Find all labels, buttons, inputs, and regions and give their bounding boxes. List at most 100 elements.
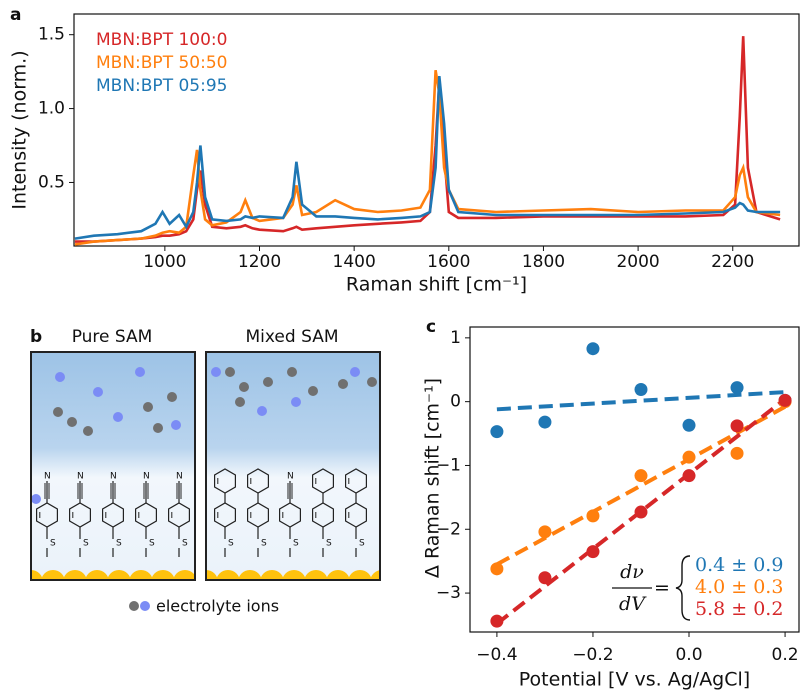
plot-frame	[469, 326, 800, 633]
ion	[53, 407, 63, 417]
gold-atom	[41, 570, 65, 580]
gold-atom	[326, 570, 350, 580]
x-axis-label: Potential [V vs. Ag/AgCl]	[519, 669, 750, 691]
ion	[291, 397, 301, 407]
atom: S	[182, 539, 188, 549]
ion-icon	[129, 601, 139, 611]
y-tick-label: 0.5	[38, 172, 65, 192]
ion	[83, 426, 93, 436]
ion	[113, 412, 123, 422]
data-point	[490, 425, 504, 439]
plot-frame	[73, 13, 800, 247]
legend-entry: MBN:BPT 05:95	[96, 76, 227, 96]
atom: N	[110, 472, 117, 482]
atom: N	[143, 472, 150, 482]
data-point	[778, 393, 792, 407]
slope-label: 5.8 ± 0.2	[695, 598, 783, 620]
mixed-sam: S S S N S S	[206, 367, 380, 580]
ion-icon	[140, 601, 150, 611]
fit-line	[495, 397, 787, 626]
box-frame	[205, 351, 381, 581]
atom: S	[261, 539, 267, 549]
box-title: Mixed SAM	[246, 327, 339, 347]
atom: S	[116, 539, 122, 549]
x-tick-label: 1800	[522, 252, 565, 272]
gold-atom	[63, 570, 87, 580]
data-point	[490, 614, 504, 628]
data-point	[682, 450, 696, 464]
ion	[153, 423, 163, 433]
data-point	[730, 381, 744, 395]
atom: S	[293, 539, 299, 549]
gold-atom	[238, 570, 262, 580]
y-tick-label: 1	[450, 328, 461, 348]
data-point	[634, 505, 648, 519]
gold-atom	[260, 570, 284, 580]
gold-atom	[370, 570, 380, 580]
gold-atom	[107, 570, 131, 580]
spectrum-line	[74, 75, 781, 240]
data-point	[586, 545, 600, 559]
y-axis-label: Δ Raman shift [cm⁻¹]	[422, 378, 444, 578]
y-tick-label: 1.5	[38, 25, 65, 45]
atom: S	[149, 539, 155, 549]
ion	[350, 367, 360, 377]
x-tick-label: 0.0	[675, 645, 702, 665]
atom: S	[326, 539, 332, 549]
slope-label: 4.0 ± 0.3	[695, 576, 783, 598]
atom: N	[287, 472, 294, 482]
atom: S	[228, 539, 234, 549]
annotation: =	[654, 577, 670, 599]
ring	[312, 468, 334, 494]
ion	[171, 420, 181, 430]
gold-atom	[206, 570, 218, 580]
ion	[143, 402, 153, 412]
data-point	[634, 469, 648, 483]
spectrum-line	[74, 36, 781, 243]
legend-text: electrolyte ions	[156, 597, 279, 616]
x-tick-label: −0.4	[476, 645, 517, 665]
ion	[93, 387, 103, 397]
data-point	[586, 342, 600, 356]
atom: N	[44, 472, 51, 482]
ion	[167, 392, 177, 402]
atom: S	[83, 539, 89, 549]
panel-label: c	[426, 317, 436, 337]
ion	[31, 494, 41, 504]
sam-diagram: b Pure SAM Mixed SAM S N S N S N S N S N S S S N S S e…	[30, 327, 381, 616]
panel-label: a	[10, 5, 21, 25]
pure-sam: S N S N S N S N S N	[31, 367, 195, 580]
gold-atom	[216, 570, 240, 580]
y-axis-label: Intensity (norm.)	[9, 50, 31, 209]
ion	[225, 367, 235, 377]
annotation: dV	[619, 593, 647, 615]
x-tick-label: 0.2	[772, 645, 799, 665]
data-point	[538, 571, 552, 585]
atom: N	[77, 472, 84, 482]
ion	[55, 372, 65, 382]
data-point	[682, 469, 696, 483]
ion	[257, 406, 267, 416]
ion	[67, 417, 77, 427]
ion	[308, 386, 318, 396]
gold-atom	[129, 570, 153, 580]
gold-atom	[304, 570, 328, 580]
fit-line	[495, 405, 787, 567]
ion	[338, 379, 348, 389]
solution	[206, 352, 380, 580]
x-tick-label: 1000	[143, 252, 186, 272]
atom: S	[359, 539, 365, 549]
x-tick-label: −0.2	[572, 645, 613, 665]
y-tick-label: −2	[436, 519, 461, 539]
gold-atom	[31, 570, 43, 580]
brace	[675, 555, 691, 621]
data-point	[730, 446, 744, 460]
x-tick-label: 2200	[711, 252, 754, 272]
ring	[247, 468, 269, 494]
slope-label: 0.4 ± 0.9	[695, 554, 783, 576]
atom: S	[50, 539, 56, 549]
gold-atom	[348, 570, 372, 580]
box-frame	[30, 351, 196, 581]
annotation: dν	[620, 561, 644, 583]
